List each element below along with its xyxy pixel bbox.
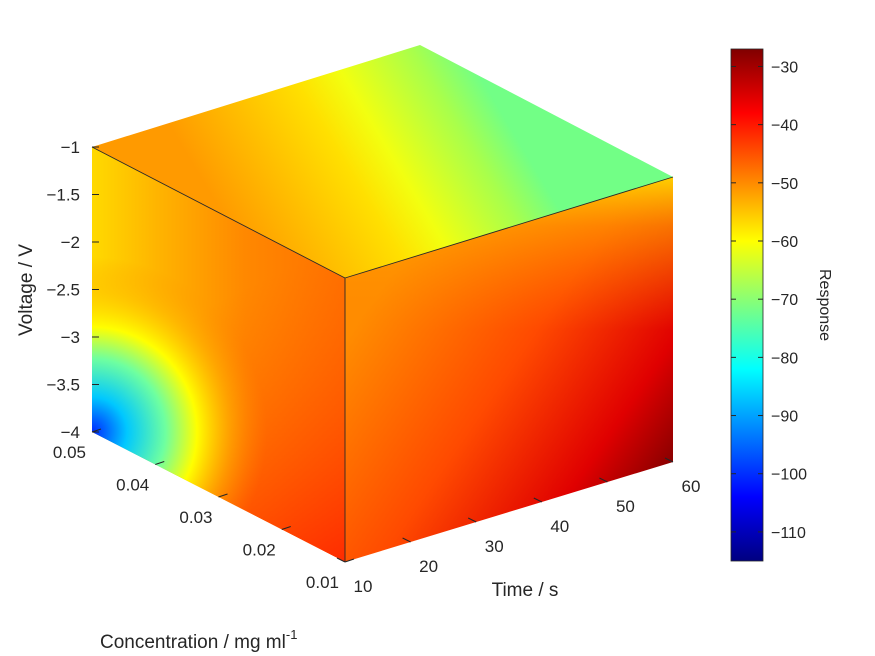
concentration-tick-label: 0.05 [53, 443, 86, 462]
concentration-tick-label: 0.03 [179, 508, 212, 527]
time-tick [533, 497, 543, 503]
concentration-axis-label-main: Concentration / mg ml [100, 632, 286, 653]
concentration-tick-label: 0.01 [306, 573, 339, 592]
colorbar-tick-label: −50 [771, 176, 798, 193]
colorbar-ticks: −30 −40 −50 −60 −70 −80 −90 −100 −110 [731, 59, 807, 542]
concentration-tick [155, 461, 165, 465]
colorbar-tick-label: −70 [771, 292, 798, 309]
concentration-axis: 0.01 0.02 0.03 0.04 0.05 [53, 428, 355, 592]
time-tick [467, 517, 477, 523]
time-axis-label: Time / s [492, 580, 559, 601]
time-tick [599, 477, 608, 483]
time-tick-label: 30 [485, 537, 504, 556]
colorbar-tick-label: −40 [771, 118, 798, 135]
concentration-axis-label: Concentration / mg ml-1 [100, 627, 297, 653]
colorbar-tick-label: −30 [771, 59, 798, 76]
colorbar-tick-label: −100 [771, 467, 807, 484]
colorbar-tick-label: −80 [771, 350, 798, 367]
concentration-axis-label-sup: -1 [286, 627, 298, 642]
voltage-axis-label: Voltage / V [16, 244, 37, 336]
voltage-axis: −1 −1.5 −2 −2.5 −3 −3.5 −4 [46, 138, 99, 442]
voltage-tick-label: −1 [61, 138, 80, 157]
cube-top-face [92, 45, 673, 278]
colorbar-tick-label: −60 [771, 234, 798, 251]
voltage-tick-label: −3 [61, 328, 80, 347]
cube-left-face [92, 147, 345, 562]
concentration-tick [344, 558, 355, 563]
voltage-tick-label: −4 [61, 423, 80, 442]
time-tick-label: 40 [550, 517, 569, 536]
concentration-tick [218, 493, 228, 498]
time-tick-label: 50 [616, 497, 635, 516]
time-axis: 10 20 30 40 50 60 [336, 457, 701, 596]
concentration-tick-label: 0.02 [243, 541, 276, 560]
voltage-tick-label: −2 [61, 233, 80, 252]
voltage-tick-label: −3.5 [46, 376, 80, 395]
time-tick [336, 557, 346, 563]
voltage-tick-label: −2.5 [46, 281, 80, 300]
concentration-tick-label: 0.04 [116, 476, 149, 495]
concentration-tick [91, 428, 102, 433]
time-tick-label: 10 [354, 577, 373, 596]
colorbar-tick-label: −110 [771, 525, 806, 542]
time-tick-label: 20 [419, 557, 438, 576]
cube-edges [91, 146, 674, 562]
voltage-tick-label: −1.5 [46, 186, 80, 205]
time-tick [402, 537, 411, 543]
colorbar [730, 48, 764, 562]
cube-right-face [345, 177, 673, 562]
colorbar-label: Response [816, 269, 833, 341]
time-tick-label: 60 [682, 477, 701, 496]
colorbar-tick-label: −90 [771, 409, 798, 426]
concentration-tick [281, 526, 291, 530]
time-tick [664, 457, 674, 463]
